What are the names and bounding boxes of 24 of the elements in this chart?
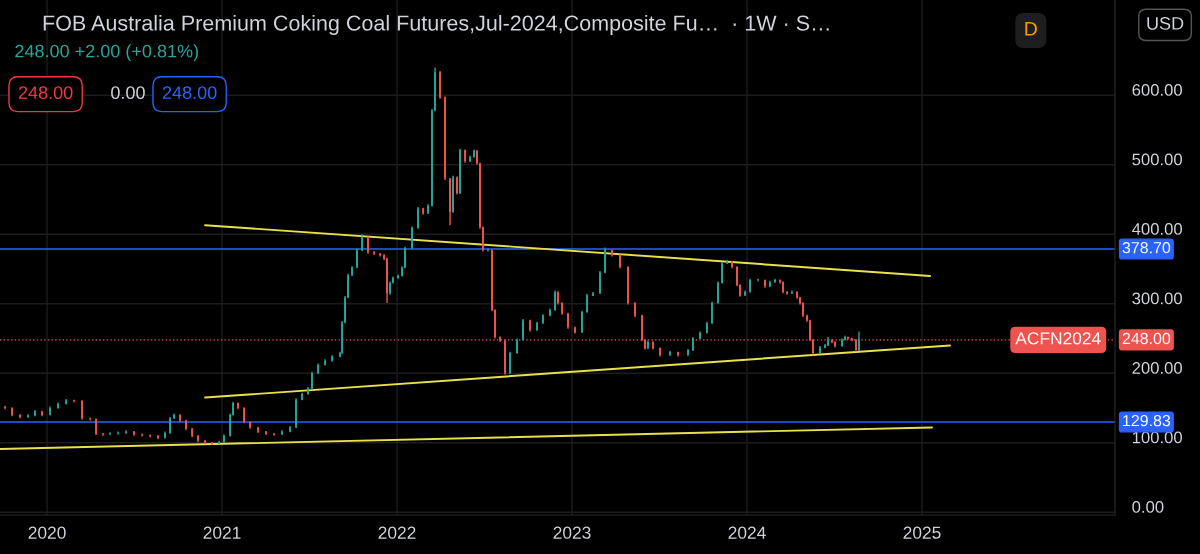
x-tick-label: 2022 [378, 526, 416, 539]
x-tick-label: 2023 [553, 526, 591, 539]
y-tick-label: 600.00 [1132, 84, 1182, 96]
annotation: 248.00 [162, 86, 217, 100]
y-tick-label: 400.00 [1132, 223, 1182, 235]
x-tick-label: 2020 [28, 526, 66, 539]
y-tick-label: 500.00 [1132, 153, 1182, 166]
text: USD [1147, 16, 1184, 30]
y-tick-label: 200.00 [1132, 362, 1182, 374]
x-tick-label: 2021 [203, 526, 241, 539]
text: FOB Australia Premium Coking Coal Futures,Jul-2024,Composite Fu… · 1W · S… [43, 14, 829, 35]
y-tick-label: 0.00 [1132, 501, 1164, 513]
x-tick-label: 2025 [903, 526, 941, 539]
annotation: D [1025, 22, 1037, 36]
annotation: 248.00 [18, 86, 73, 100]
annotation: ACFN2024 [1015, 332, 1101, 345]
x-tick-label: 2024 [728, 526, 766, 539]
y-tick-label: 300.00 [1132, 292, 1182, 305]
ref-line-label: 129.83 [1123, 414, 1171, 427]
annotation: 248.00 +2.00 (+0.81%) [15, 44, 198, 62]
ref-line-label: 248.00 [1122, 332, 1171, 345]
annotation: 0.00 [111, 86, 145, 100]
ref-line-label: 378.70 [1122, 242, 1171, 254]
y-tick-label: 100.00 [1132, 431, 1182, 444]
